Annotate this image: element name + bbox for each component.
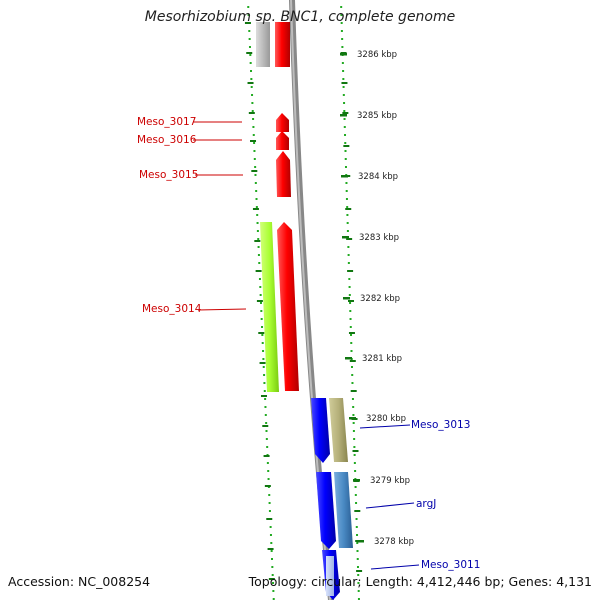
topology-text: Topology: circular; Length: 4,412,446 bp…: [248, 574, 592, 589]
cds-meso-3014: [277, 222, 299, 391]
scale-tick: [343, 297, 350, 300]
gene-labels: Meso_3017 Meso_3016 Meso_3015 Meso_3014 Meso…: [137, 116, 480, 571]
gene-label[interactable]: argJ: [416, 498, 436, 510]
scale-label: 3280 kbp: [366, 414, 406, 424]
scale-tick: [353, 479, 360, 482]
scale-label: 3282 kbp: [360, 294, 400, 304]
scale-label: 3283 kbp: [359, 233, 399, 243]
gene-label[interactable]: Meso_3017: [137, 116, 196, 128]
scale-label: 3281 kbp: [362, 354, 402, 364]
scale-label: 3284 kbp: [358, 172, 398, 182]
cds-meso-3017: [276, 113, 289, 132]
accession-text: Accession: NC_008254: [8, 574, 151, 589]
outer-dotted-ring-left: [244, 6, 275, 600]
gene-label[interactable]: Meso_3011: [421, 559, 480, 571]
scale-label: 3285 kbp: [357, 111, 397, 121]
gene-label[interactable]: Meso_3015: [139, 169, 198, 181]
scale-tick: [342, 236, 349, 239]
scale-tick: [341, 175, 348, 178]
gene-label-leader: [197, 308, 247, 311]
cog-feature-lime: [260, 222, 279, 392]
scale-tick: [340, 114, 347, 117]
gene-label-leader: [365, 502, 415, 509]
gene-label-leader: [370, 564, 420, 570]
scale-tick: [345, 357, 352, 360]
scale-tick: [349, 417, 356, 420]
gene-label-leader: [359, 424, 411, 429]
cog-feature-lightblue: [326, 556, 334, 596]
gene-label[interactable]: Meso_3014: [142, 303, 202, 315]
scale-tick: [340, 53, 347, 56]
scale-label: 3279 kbp: [370, 476, 410, 486]
cog-feature-grey: [256, 22, 270, 67]
scale-labels: 3286 kbp 3285 kbp 3284 kbp 3283 kbp 3282 kbp…: [357, 50, 414, 547]
cds-meso-3016: [276, 131, 289, 150]
cds-meso-3013: [311, 398, 330, 463]
scale-tick: [357, 540, 364, 543]
cog-feature-khaki: [329, 398, 348, 462]
map-title: Mesorhizobium sp. BNC1, complete genome: [144, 9, 456, 25]
scale-label: 3286 kbp: [357, 50, 397, 60]
cds-meso-3015: [276, 151, 291, 197]
scale-ticks: [340, 53, 364, 543]
gene-label[interactable]: Meso_3016: [137, 134, 197, 146]
scale-label: 3278 kbp: [374, 537, 414, 547]
cog-feature-steelblue: [334, 472, 353, 548]
cds-argj: [316, 472, 336, 549]
gene-label[interactable]: Meso_3013: [411, 419, 470, 431]
cds-reverse-top: [275, 22, 290, 67]
